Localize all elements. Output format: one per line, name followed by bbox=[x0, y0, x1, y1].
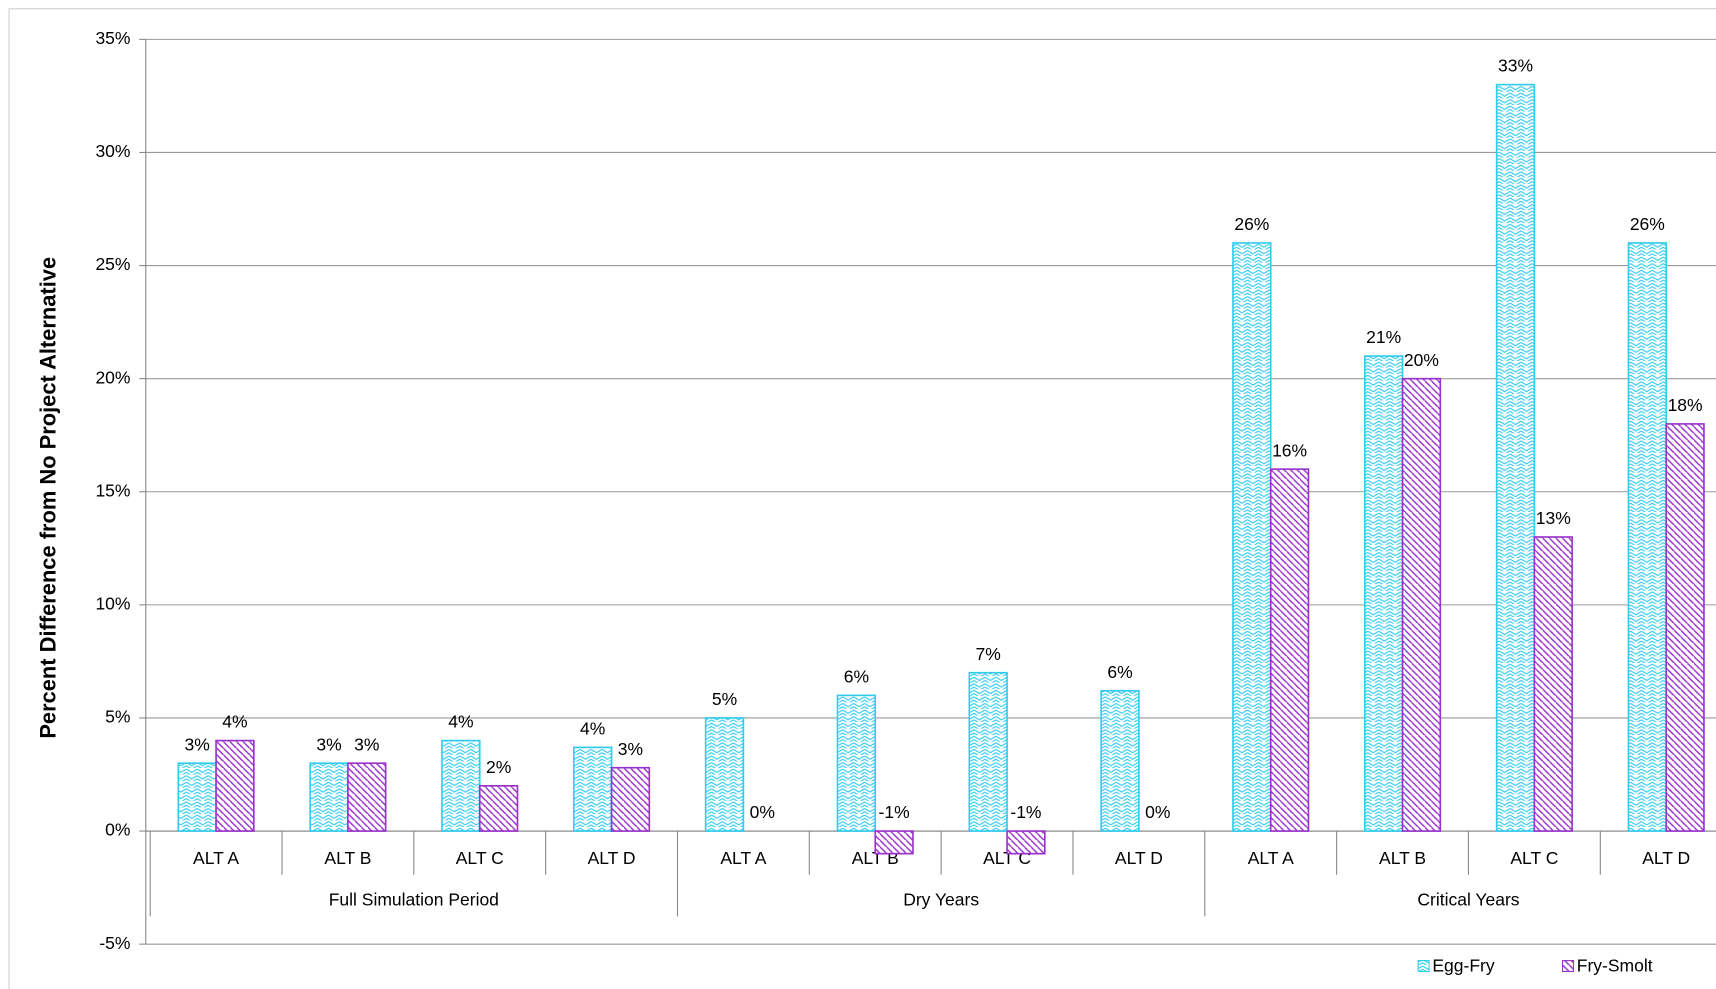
bar bbox=[1232, 242, 1272, 832]
x-tick-label: ALT A bbox=[1248, 848, 1294, 868]
bar bbox=[1495, 83, 1536, 832]
x-tick-label: ALT D bbox=[588, 848, 636, 868]
value-label: 3% bbox=[185, 734, 210, 754]
y-tick-label: 20% bbox=[95, 367, 130, 387]
bar bbox=[1006, 830, 1046, 855]
value-label: 16% bbox=[1272, 440, 1307, 460]
value-label: 3% bbox=[354, 734, 379, 754]
value-label: 4% bbox=[448, 712, 473, 732]
bar bbox=[309, 762, 349, 832]
value-label: -1% bbox=[1010, 802, 1041, 822]
bar bbox=[1100, 689, 1140, 832]
legend-swatch bbox=[1417, 960, 1430, 973]
y-tick-label: 25% bbox=[95, 254, 130, 274]
chart-frame bbox=[8, 8, 1716, 989]
group-label: Critical Years bbox=[1417, 890, 1519, 910]
x-tick-label: ALT A bbox=[193, 848, 239, 868]
legend-label: Egg-Fry bbox=[1432, 956, 1494, 976]
value-label: 0% bbox=[1145, 802, 1170, 822]
x-tick-label: ALT D bbox=[1115, 848, 1163, 868]
x-tick-label: ALT C bbox=[456, 848, 504, 868]
bar bbox=[177, 762, 217, 832]
group-label: Dry Years bbox=[903, 890, 979, 910]
x-tick-label: ALT D bbox=[1642, 848, 1690, 868]
value-label: 13% bbox=[1536, 508, 1571, 528]
value-label: 20% bbox=[1404, 350, 1439, 370]
x-tick-label: ALT B bbox=[324, 848, 371, 868]
y-tick-label: -5% bbox=[99, 933, 130, 953]
x-tick-label: ALT A bbox=[720, 848, 766, 868]
x-tick-label: ALT C bbox=[1510, 848, 1558, 868]
bar bbox=[836, 694, 877, 832]
y-tick-label: 5% bbox=[105, 707, 130, 727]
bar bbox=[1627, 242, 1668, 832]
value-label: 26% bbox=[1630, 214, 1665, 234]
bar bbox=[347, 762, 387, 832]
value-label: -1% bbox=[879, 802, 910, 822]
y-tick-label: 10% bbox=[95, 593, 130, 613]
value-label: 6% bbox=[844, 666, 869, 686]
y-tick-label: 35% bbox=[95, 28, 130, 48]
value-label: 2% bbox=[486, 757, 511, 777]
y-tick-label: 30% bbox=[95, 141, 130, 161]
bar bbox=[1269, 468, 1310, 832]
value-label: 4% bbox=[580, 718, 605, 738]
bar bbox=[968, 671, 1008, 832]
value-label: 6% bbox=[1107, 662, 1132, 682]
y-axis-label: Percent Difference from No Project Alter… bbox=[35, 257, 60, 739]
value-label: 3% bbox=[618, 739, 643, 759]
bar bbox=[1533, 536, 1573, 832]
x-tick-label: ALT B bbox=[1379, 848, 1426, 868]
bar bbox=[441, 739, 481, 832]
bar bbox=[573, 746, 613, 832]
legend-label: Fry-Smolt bbox=[1577, 956, 1653, 976]
bar bbox=[874, 830, 914, 855]
value-label: 7% bbox=[976, 644, 1001, 664]
bar bbox=[1363, 355, 1404, 832]
value-label: 4% bbox=[222, 712, 247, 732]
value-label: 21% bbox=[1366, 327, 1401, 347]
bar bbox=[1401, 377, 1442, 832]
value-label: 5% bbox=[712, 689, 737, 709]
value-label: 33% bbox=[1498, 56, 1533, 76]
value-label: 26% bbox=[1234, 214, 1269, 234]
y-tick-label: 15% bbox=[95, 480, 130, 500]
legend-swatch bbox=[1562, 960, 1575, 973]
value-label: 18% bbox=[1668, 395, 1703, 415]
bar bbox=[1665, 423, 1705, 832]
bar bbox=[478, 784, 519, 832]
value-label: 3% bbox=[316, 734, 341, 754]
y-tick-label: 0% bbox=[105, 820, 130, 840]
bar bbox=[704, 717, 745, 832]
bar bbox=[610, 766, 651, 832]
bar bbox=[215, 739, 255, 832]
value-label: 0% bbox=[750, 802, 775, 822]
group-label: Full Simulation Period bbox=[329, 890, 499, 910]
